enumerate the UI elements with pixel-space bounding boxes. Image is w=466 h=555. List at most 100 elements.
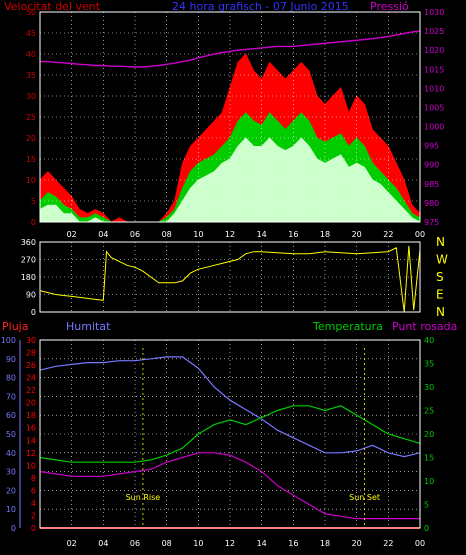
humidity-panel-frame — [39, 339, 421, 529]
pressure-tick-label: 1000 — [424, 123, 444, 132]
wind-speed-tick-label: 35 — [26, 71, 36, 80]
temperature-tick-label: 15 — [424, 454, 434, 463]
humidity-x-tick: 00 — [415, 539, 425, 548]
rain-label: Pluja — [2, 320, 28, 333]
humidity-temperature-panel: 0102030405060708090100024681012141618202… — [1, 336, 434, 548]
wind-speed-tick-label: 30 — [26, 92, 36, 101]
wind-x-tick: 08 — [162, 230, 172, 239]
rain-tick-label: 8 — [31, 474, 36, 483]
pressure-title: Pressió — [370, 0, 409, 13]
temperature-tick-label: 20 — [424, 430, 434, 439]
humidity-tick-label: 100 — [1, 336, 16, 345]
humidity-x-tick: 22 — [383, 539, 393, 548]
wind-x-tick: 16 — [288, 230, 298, 239]
pressure-tick-label: 1030 — [424, 8, 444, 17]
pressure-tick-label: 1005 — [424, 103, 444, 112]
pressure-tick-label: 1025 — [424, 27, 444, 36]
direction-tick-label: 270 — [21, 256, 36, 265]
wind-x-tick: 20 — [352, 230, 362, 239]
wind-x-tick: 12 — [225, 230, 235, 239]
wind-speed-tick-label: 20 — [26, 134, 36, 143]
rain-tick-label: 12 — [26, 449, 36, 458]
humidity-x-tick: 14 — [257, 539, 267, 548]
temperature-tick-label: 10 — [424, 477, 434, 486]
humidity-x-tick: 04 — [98, 539, 108, 548]
wind-speed-tick-label: 25 — [26, 113, 36, 122]
temperature-tick-label: 25 — [424, 407, 434, 416]
humidity-tick-label: 0 — [11, 524, 16, 533]
humidity-tick-label: 80 — [6, 374, 16, 383]
rain-tick-label: 10 — [26, 461, 36, 470]
pressure-tick-label: 1020 — [424, 46, 444, 55]
humidity-x-tick: 02 — [67, 539, 77, 548]
compass-label-n: N — [436, 235, 445, 249]
wind-speed-tick-label: 45 — [26, 29, 36, 38]
temperature-tick-label: 30 — [424, 383, 434, 392]
wind-x-tick: 04 — [98, 230, 108, 239]
direction-tick-label: 0 — [31, 308, 36, 317]
wind-x-tick: 18 — [320, 230, 330, 239]
temperature-tick-label: 35 — [424, 360, 434, 369]
humidity-x-tick: 08 — [162, 539, 172, 548]
humidity-x-tick: 20 — [352, 539, 362, 548]
humidity-tick-label: 20 — [6, 486, 16, 495]
rain-tick-label: 16 — [26, 424, 36, 433]
rain-tick-label: 22 — [26, 386, 36, 395]
pressure-tick-label: 980 — [424, 199, 439, 208]
chart-date-title: 24 hora grafisch - 07 Junio 2015 — [172, 0, 349, 13]
wind-x-tick: 00 — [415, 230, 425, 239]
rain-tick-label: 26 — [26, 361, 36, 370]
dewpoint-line — [39, 452, 420, 520]
wind-pressure-panel: 0510152025303540455097598098599099510001… — [26, 8, 445, 239]
sun-rise-label: Sun Rise — [126, 493, 161, 502]
humidity-x-tick: 16 — [288, 539, 298, 548]
wind-panel-frame — [39, 11, 421, 223]
temperature-label: Temperatura — [312, 320, 383, 333]
wind-speed-tick-label: 15 — [26, 155, 36, 164]
temperature-tick-label: 5 — [424, 501, 429, 510]
pressure-tick-label: 1010 — [424, 84, 444, 93]
humidity-x-tick: 06 — [130, 539, 140, 548]
pressure-tick-label: 975 — [424, 218, 439, 227]
humidity-x-tick: 18 — [320, 539, 330, 548]
wind-direction-line — [39, 245, 421, 313]
temperature-tick-label: 40 — [424, 336, 434, 345]
compass-label-s: S — [436, 270, 444, 284]
humidity-tick-label: 40 — [6, 449, 16, 458]
temperature-line — [39, 405, 421, 463]
rain-tick-label: 18 — [26, 411, 36, 420]
wind-speed-tick-label: 0 — [31, 218, 36, 227]
rain-tick-label: 24 — [26, 374, 36, 383]
wind-speed-tick-label: 50 — [26, 8, 36, 17]
rain-tick-label: 28 — [26, 349, 36, 358]
rain-tick-label: 6 — [31, 486, 36, 495]
pressure-tick-label: 985 — [424, 180, 439, 189]
rain-tick-label: 20 — [26, 399, 36, 408]
direction-tick-label: 90 — [26, 291, 36, 300]
wind-speed-title: Velocitat del vent — [4, 0, 101, 13]
pressure-line — [40, 30, 421, 68]
direction-tick-label: 360 — [21, 238, 36, 247]
humidity-tick-label: 50 — [6, 430, 16, 439]
humidity-tick-label: 10 — [6, 505, 16, 514]
compass-label-w: W — [436, 253, 448, 267]
wind-x-tick: 02 — [67, 230, 77, 239]
pressure-tick-label: 995 — [424, 142, 439, 151]
humidity-tick-label: 90 — [6, 355, 16, 364]
humidity-tick-label: 70 — [6, 392, 16, 401]
wind-x-tick: 06 — [130, 230, 140, 239]
humidity-tick-label: 30 — [6, 468, 16, 477]
humidity-line — [39, 356, 421, 458]
pressure-tick-label: 1015 — [424, 65, 444, 74]
humidity-tick-label: 60 — [6, 411, 16, 420]
rain-tick-label: 2 — [31, 511, 36, 520]
wind-speed-tick-label: 5 — [31, 197, 36, 206]
humidity-x-tick: 12 — [225, 539, 235, 548]
dewpoint-label: Punt rosada — [392, 320, 457, 333]
wind-speed-tick-label: 40 — [26, 50, 36, 59]
rain-tick-label: 4 — [31, 499, 36, 508]
rain-tick-label: 14 — [26, 436, 36, 445]
direction-tick-label: 180 — [21, 273, 36, 282]
